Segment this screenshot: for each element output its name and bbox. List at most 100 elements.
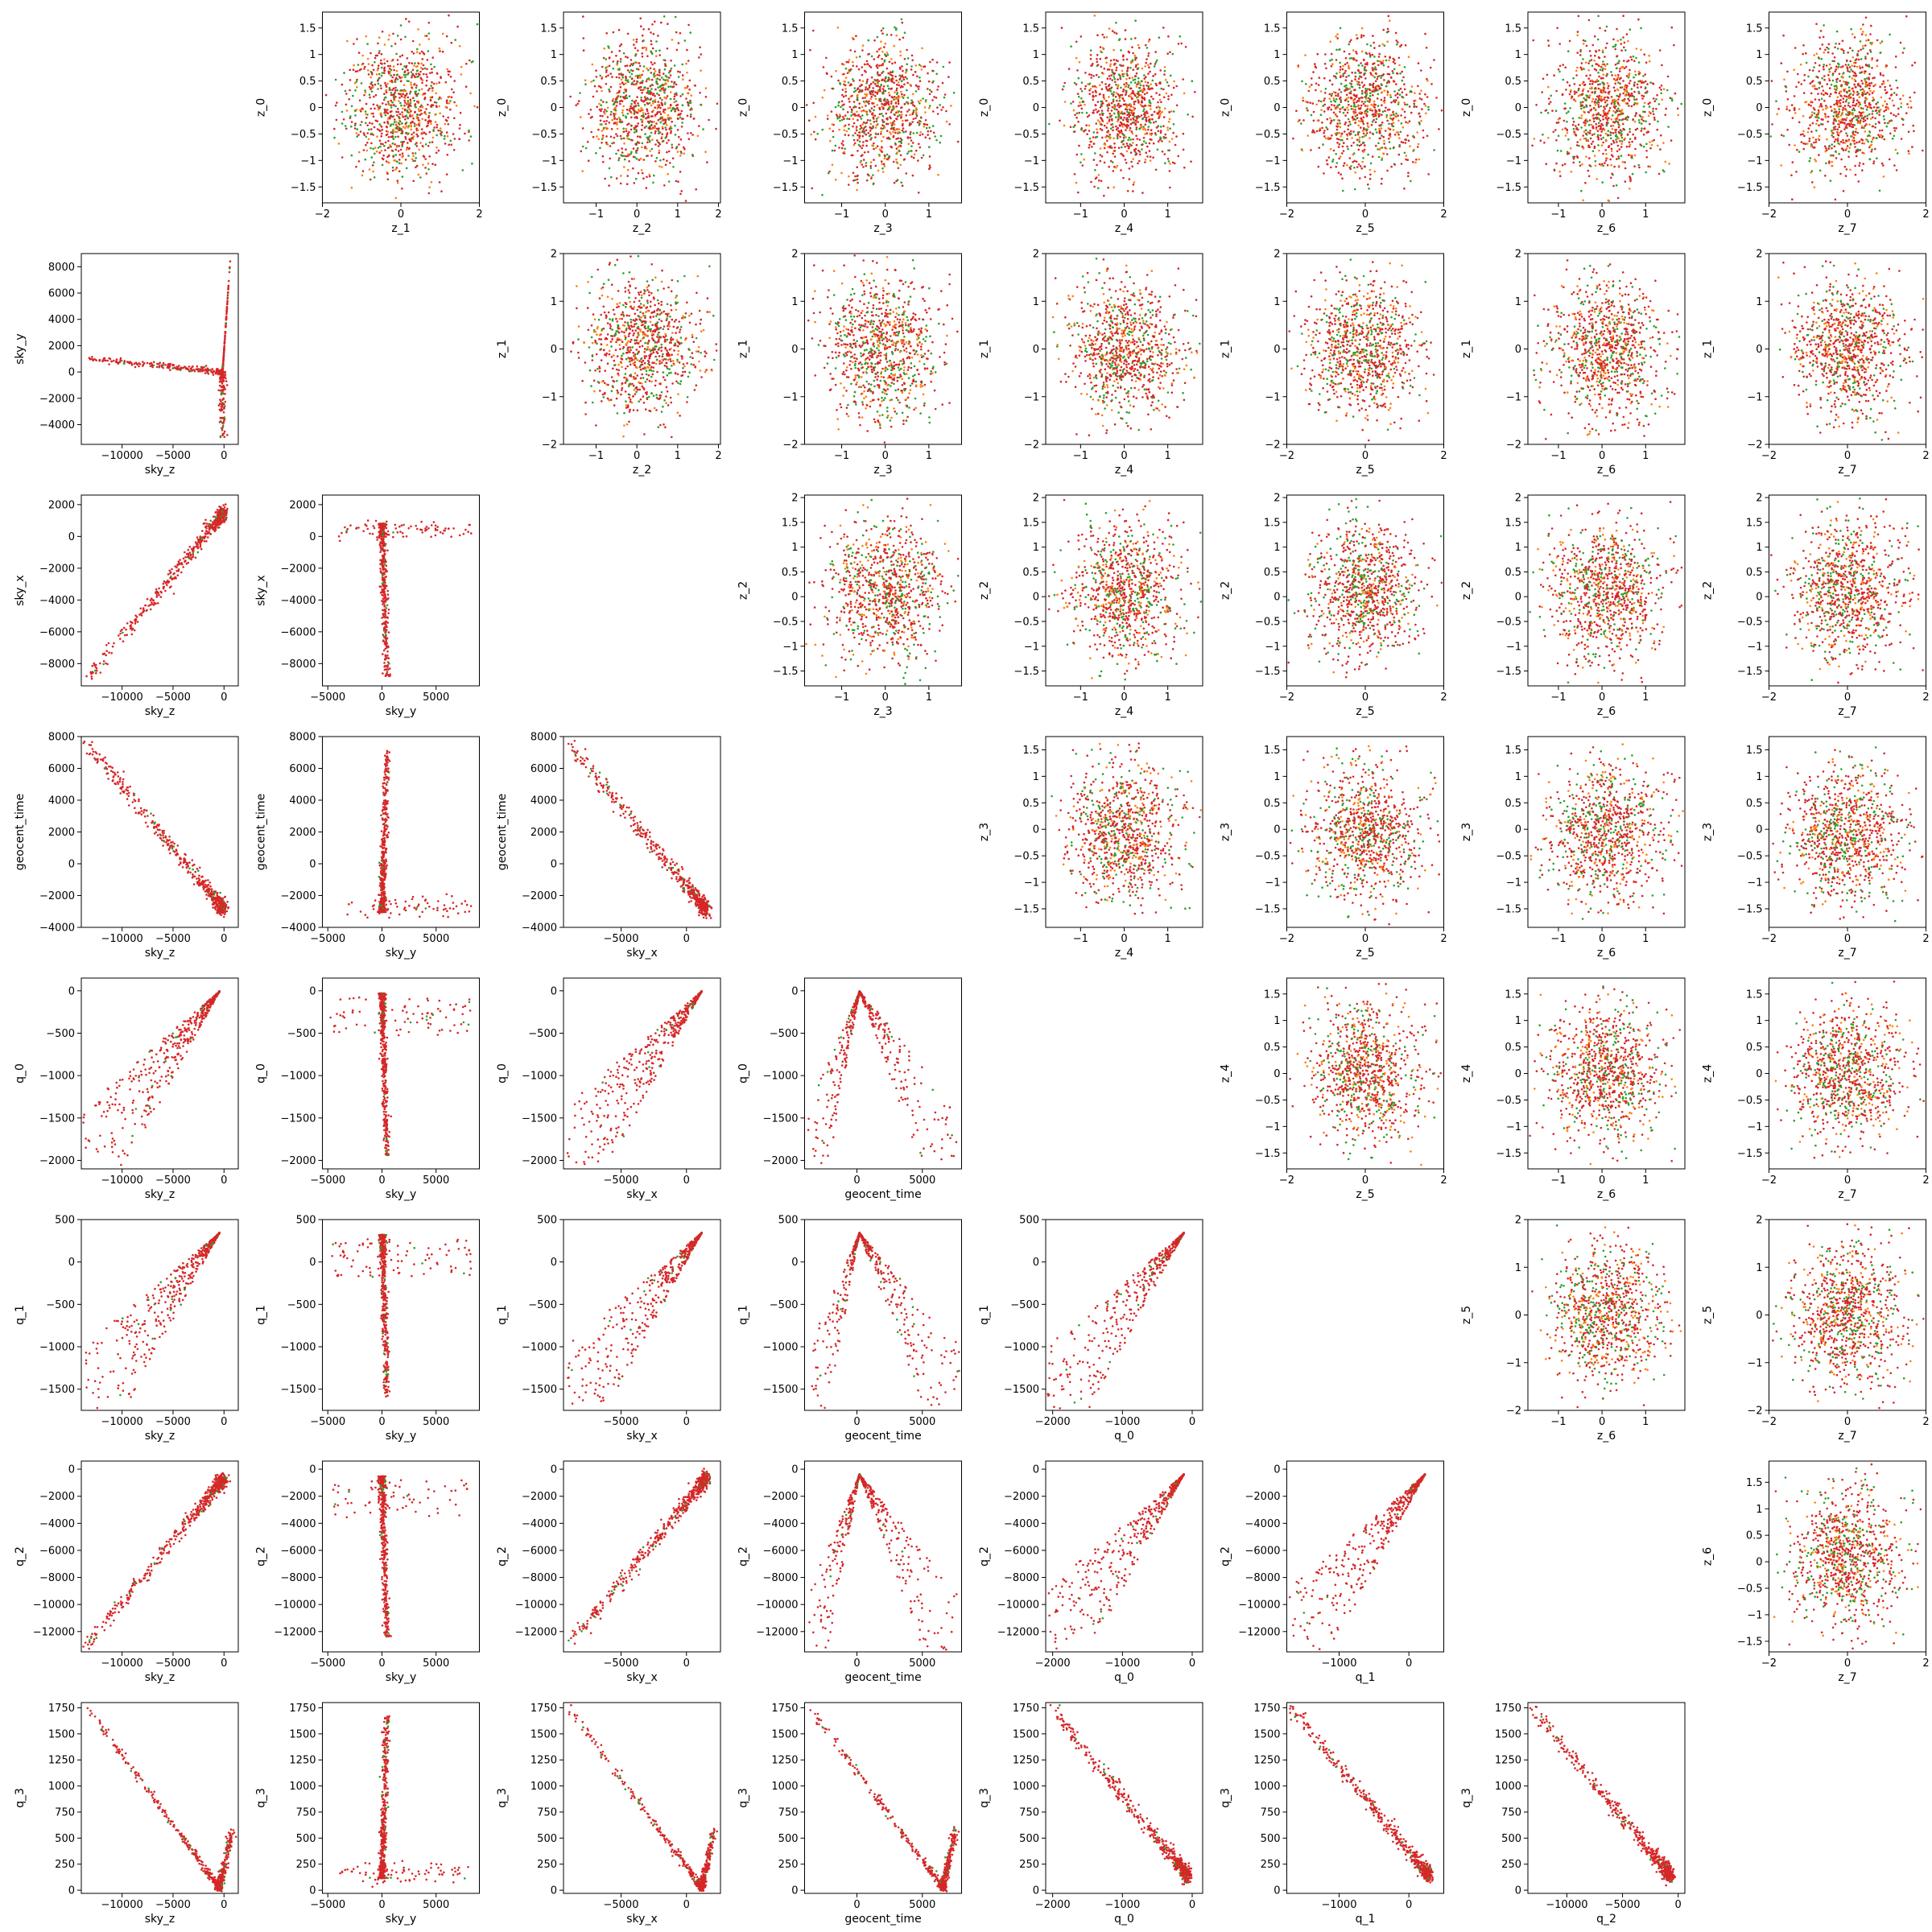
data-point <box>645 147 648 150</box>
data-point <box>1114 80 1117 84</box>
data-point <box>1113 91 1115 93</box>
data-point <box>1628 92 1630 95</box>
data-point <box>930 90 933 93</box>
data-point <box>1595 122 1597 126</box>
data-point <box>1096 34 1099 36</box>
data-point <box>394 196 398 200</box>
data-point <box>681 74 684 76</box>
data-point <box>1403 101 1406 104</box>
data-point <box>1072 109 1075 112</box>
data-point <box>896 151 898 154</box>
data-point <box>890 122 892 124</box>
data-point <box>1132 52 1134 55</box>
data-point <box>1152 97 1154 101</box>
data-point <box>1379 130 1381 133</box>
y-tick-label: 1 <box>1033 49 1039 61</box>
data-point <box>365 35 368 38</box>
data-point <box>1575 144 1579 147</box>
data-point <box>865 162 868 164</box>
data-point <box>1348 67 1351 70</box>
data-point <box>1342 64 1344 68</box>
data-point <box>881 57 883 60</box>
data-point <box>1337 94 1340 97</box>
data-point <box>617 60 619 63</box>
data-point <box>1386 93 1389 97</box>
data-point <box>828 170 831 173</box>
data-point <box>435 151 438 155</box>
data-point <box>597 138 600 140</box>
data-point <box>367 69 369 72</box>
data-point <box>1354 115 1357 118</box>
data-point <box>923 65 925 68</box>
data-point <box>881 27 885 30</box>
data-point <box>1420 98 1423 101</box>
data-point <box>861 66 864 68</box>
data-point <box>1365 89 1368 93</box>
data-point <box>857 90 861 93</box>
data-point <box>919 131 922 134</box>
data-point <box>581 170 584 172</box>
data-point <box>1096 119 1100 122</box>
data-point <box>1592 120 1596 123</box>
data-point <box>654 62 656 64</box>
data-point <box>1136 138 1139 140</box>
data-point <box>1336 142 1339 144</box>
data-point <box>878 148 881 151</box>
data-point <box>436 105 438 109</box>
data-point <box>924 111 927 114</box>
data-point <box>579 92 581 94</box>
data-point <box>584 83 587 85</box>
data-point <box>642 100 645 103</box>
data-point <box>880 64 883 67</box>
data-point <box>890 100 893 103</box>
data-point <box>421 137 424 140</box>
data-point <box>644 97 647 101</box>
data-point <box>614 109 617 112</box>
data-point <box>1393 134 1397 136</box>
data-point <box>445 119 448 122</box>
data-point <box>390 80 394 82</box>
data-point <box>848 97 850 100</box>
data-point <box>607 74 609 76</box>
data-point <box>683 39 687 42</box>
data-point <box>1108 75 1111 77</box>
data-point <box>631 139 634 142</box>
data-point <box>1129 67 1132 69</box>
data-point <box>1344 69 1347 72</box>
data-point <box>1131 132 1134 135</box>
data-point <box>1384 109 1386 113</box>
data-point <box>634 55 637 57</box>
data-point <box>429 99 432 102</box>
data-point <box>1108 137 1112 140</box>
data-point <box>868 100 870 103</box>
data-point <box>419 70 422 73</box>
data-point <box>1361 64 1364 67</box>
data-point <box>1600 138 1603 140</box>
data-point <box>1363 135 1366 138</box>
data-point <box>841 140 844 142</box>
data-point <box>1373 170 1376 173</box>
data-point <box>687 23 690 27</box>
data-point <box>1148 88 1151 91</box>
data-point <box>1122 58 1125 61</box>
data-point <box>415 157 417 159</box>
data-point <box>874 97 877 101</box>
data-point <box>1401 108 1403 110</box>
data-point <box>627 122 630 125</box>
data-point <box>840 142 844 145</box>
data-point <box>889 131 891 134</box>
data-point <box>324 93 328 97</box>
data-point <box>611 118 613 122</box>
data-point <box>1333 104 1335 107</box>
data-point <box>381 163 384 167</box>
data-point <box>618 49 621 52</box>
data-point <box>354 89 357 92</box>
data-point <box>1166 80 1169 84</box>
data-point <box>670 109 673 112</box>
data-point <box>690 132 692 134</box>
data-point <box>906 97 910 99</box>
data-point <box>1380 98 1383 101</box>
data-point <box>410 125 413 128</box>
data-point <box>428 130 431 134</box>
data-point <box>1371 109 1374 112</box>
